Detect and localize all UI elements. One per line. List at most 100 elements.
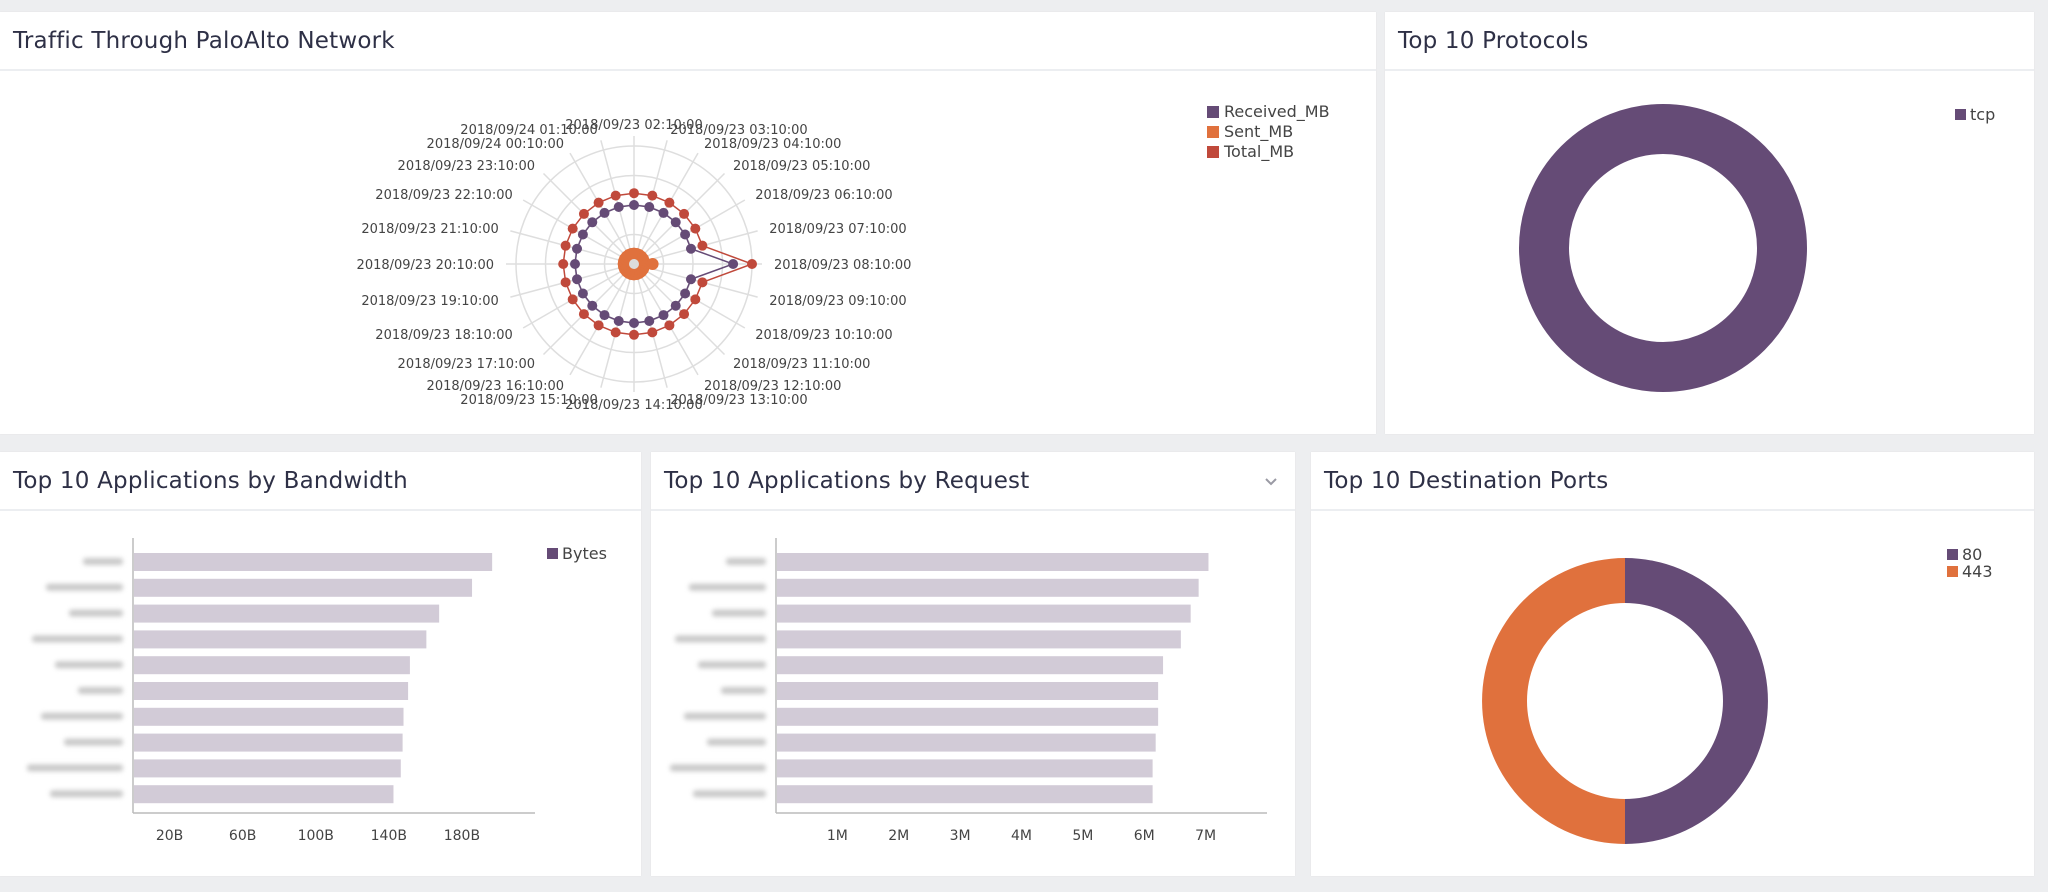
- panel-title: Top 10 Protocols: [1398, 28, 1589, 54]
- legend-swatch: [1207, 106, 1219, 118]
- legend-label: Total_MB: [1223, 142, 1294, 162]
- bar-category-label-blurred: [670, 764, 766, 772]
- radar-axis-label: 2018/09/23 07:10:00: [769, 222, 906, 237]
- bar-category-label-blurred: [50, 790, 123, 798]
- donut-slice: [1519, 104, 1807, 392]
- radar-data-point: [578, 208, 589, 219]
- panel-title: Traffic Through PaloAlto Network: [13, 28, 395, 54]
- radar-data-point: [644, 315, 655, 326]
- x-tick-label: 2M: [888, 828, 909, 844]
- radar-axis-label: 2018/09/23 13:10:00: [670, 393, 807, 408]
- panel-header: Top 10 Applications by Request: [651, 452, 1295, 511]
- bar: [777, 578, 1199, 597]
- legend-swatch: [547, 548, 558, 559]
- radar-axis-label: 2018/09/23 15:10:00: [460, 393, 597, 408]
- chevron-down-icon[interactable]: [1265, 476, 1277, 488]
- radar-axis-label: 2018/09/23 20:10:00: [357, 258, 494, 273]
- radar-data-point: [697, 240, 708, 251]
- radar-data-point: [679, 309, 690, 320]
- bar-category-label-blurred: [684, 712, 766, 720]
- radar-center: [629, 259, 639, 269]
- panel-header: Top 10 Destination Ports: [1311, 452, 2034, 511]
- radar-data-point: [593, 320, 604, 331]
- bar: [134, 682, 409, 700]
- radar-data-point: [577, 229, 588, 240]
- panel-title: Top 10 Destination Ports: [1324, 468, 1609, 494]
- radar-axis-label: 2018/09/23 06:10:00: [755, 188, 892, 203]
- radar-data-point: [613, 202, 624, 213]
- bar: [777, 707, 1159, 726]
- bar-category-label-blurred: [689, 583, 766, 591]
- radar-axis-line: [600, 263, 635, 388]
- radar-data-point: [629, 200, 639, 210]
- radar-data-point: [647, 190, 658, 201]
- donut-slice: [1625, 558, 1768, 844]
- bar-category-label-blurred: [69, 609, 123, 617]
- bar: [134, 733, 403, 752]
- radar-axis-label: 2018/09/23 22:10:00: [375, 188, 512, 203]
- radar-data-point: [599, 207, 610, 218]
- radar-axis-label: 2018/09/23 16:10:00: [427, 379, 564, 394]
- radar-data-point: [644, 202, 655, 213]
- radar-axis-line: [510, 230, 635, 265]
- radar-axis-label: 2018/09/23 05:10:00: [733, 159, 870, 174]
- radar-data-point: [747, 259, 757, 269]
- radar-data-point: [558, 259, 569, 269]
- x-tick-label: 5M: [1072, 828, 1093, 844]
- bar-category-label-blurred: [83, 558, 123, 565]
- legend-swatch: [1947, 566, 1958, 577]
- radar-data-point: [587, 300, 598, 311]
- radar-axis-label: 2018/09/23 09:10:00: [769, 294, 906, 309]
- radar-data-point: [647, 327, 658, 338]
- radar-data-point: [570, 259, 580, 269]
- bar-category-label-blurred: [726, 558, 766, 565]
- legend-swatch: [1207, 126, 1219, 138]
- bar: [777, 656, 1164, 675]
- panel-header: Top 10 Applications by Bandwidth: [0, 452, 641, 511]
- requests-panel: Top 10 Applications by Request 1M 2M 3M 4M 5…: [651, 452, 1295, 876]
- radar-data-point: [625, 248, 638, 261]
- requests-bar-chart: 1M 2M 3M 4M 5M 6M 7M: [670, 538, 1267, 844]
- radar-data-point: [629, 188, 639, 199]
- radar-data-point: [680, 288, 691, 299]
- radar-data-point: [658, 310, 669, 321]
- radar-data-point: [587, 217, 598, 228]
- bar-category-label-blurred: [64, 738, 123, 746]
- x-tick-label: 20B: [156, 828, 183, 844]
- radar-data-point: [629, 318, 639, 328]
- bar-category-label-blurred: [32, 635, 123, 643]
- x-tick-label: 60B: [229, 828, 256, 844]
- bar-category-label-blurred: [675, 635, 766, 643]
- legend-label: Bytes: [562, 544, 607, 563]
- bar: [777, 733, 1156, 752]
- radar-axis-label: 2018/09/23 18:10:00: [375, 328, 512, 343]
- radar-axis-line: [569, 263, 635, 376]
- radar-axis-label: 2018/09/23 03:10:00: [670, 123, 807, 138]
- radar-axis-label: 2018/09/23 14:10:00: [565, 398, 702, 413]
- radar-data-point: [670, 217, 681, 228]
- panel-title: Top 10 Applications by Request: [664, 468, 1030, 494]
- bar-category-label-blurred: [721, 687, 766, 694]
- radar-data-point: [593, 197, 604, 208]
- bar: [134, 759, 401, 778]
- bandwidth-panel: Top 10 Applications by Bandwidth 20B 60B 1…: [0, 452, 641, 876]
- radar-axis-label: 2018/09/23 21:10:00: [361, 222, 498, 237]
- radar-axis-label: 2018/09/23 04:10:00: [704, 137, 841, 152]
- bar-category-label-blurred: [46, 583, 123, 591]
- bar: [777, 553, 1209, 571]
- bar-category-label-blurred: [41, 712, 123, 720]
- bar: [777, 630, 1181, 649]
- radar-axis-line: [633, 263, 668, 388]
- bar-category-label-blurred: [27, 764, 123, 772]
- x-tick-label: 180B: [444, 828, 480, 844]
- radar-data-point: [690, 294, 701, 305]
- legend-swatch: [1955, 109, 1966, 120]
- radar-data-point: [679, 208, 690, 219]
- donut-slice: [1482, 558, 1625, 844]
- legend-label: 80: [1962, 545, 1982, 564]
- radar-axis-line: [600, 140, 635, 265]
- x-tick-label: 140B: [371, 828, 407, 844]
- panel-title: Top 10 Applications by Bandwidth: [13, 468, 408, 494]
- bar: [134, 630, 427, 649]
